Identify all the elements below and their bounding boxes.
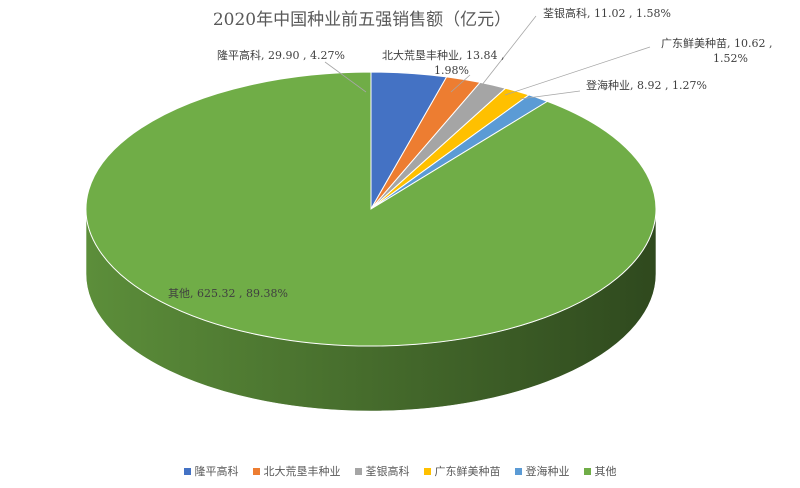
- legend-swatch: [183, 467, 191, 475]
- leader-line: [519, 90, 581, 100]
- leader-line: [324, 61, 367, 93]
- data-label: 广东鲜美种苗, 10.62 , 1.52%: [661, 36, 772, 65]
- legend-label: 北大荒垦丰种业: [263, 465, 341, 478]
- legend-swatch: [514, 467, 522, 475]
- label-leaders: [324, 15, 651, 100]
- legend-item: 广东鲜美种苗: [423, 463, 501, 479]
- legend-item: 登海种业: [514, 463, 570, 479]
- leader-line: [450, 74, 471, 93]
- legend-label: 其他: [594, 465, 617, 478]
- data-label: 隆平高科, 29.90 , 4.27%: [217, 48, 345, 62]
- data-label: 荃银高科, 11.02 , 1.58%: [543, 6, 671, 20]
- legend-swatch: [423, 467, 431, 475]
- legend-swatch: [354, 467, 362, 475]
- legend-label: 登海种业: [525, 465, 570, 478]
- chart-title: 2020年中国种业前五强销售额（亿元）: [213, 10, 511, 30]
- data-label: 北大荒垦丰种业, 13.84 , 1.98%: [382, 48, 504, 77]
- leader-line: [477, 15, 537, 91]
- legend-item: 隆平高科: [183, 463, 239, 479]
- legend-label: 隆平高科: [194, 465, 239, 478]
- data-label: 登海种业, 8.92 , 1.27%: [586, 78, 707, 92]
- legend-swatch: [583, 467, 591, 475]
- legend-label: 荃银高科: [365, 465, 410, 478]
- pie-tops: [85, 71, 657, 347]
- data-labels: 隆平高科, 29.90 , 4.27% 北大荒垦丰种业, 13.84 , 1.98%…: [168, 6, 772, 300]
- legend-swatch: [252, 467, 260, 475]
- legend-label: 广东鲜美种苗: [434, 465, 501, 478]
- data-label: 其他, 625.32 , 89.38%: [168, 287, 288, 300]
- legend-item: 其他: [583, 463, 617, 479]
- legend: 隆平高科 北大荒垦丰种业 荃银高科 广东鲜美种苗 登海种业 其他: [0, 460, 800, 482]
- pie-chart: 2020年中国种业前五强销售额（亿元） 隆平高科, 29.90 , 4.27% 北…: [85, 6, 772, 412]
- legend-item: 北大荒垦丰种业: [252, 463, 341, 479]
- leader-line: [504, 46, 651, 96]
- legend-item: 荃银高科: [354, 463, 410, 479]
- slice-5-top: [85, 71, 657, 347]
